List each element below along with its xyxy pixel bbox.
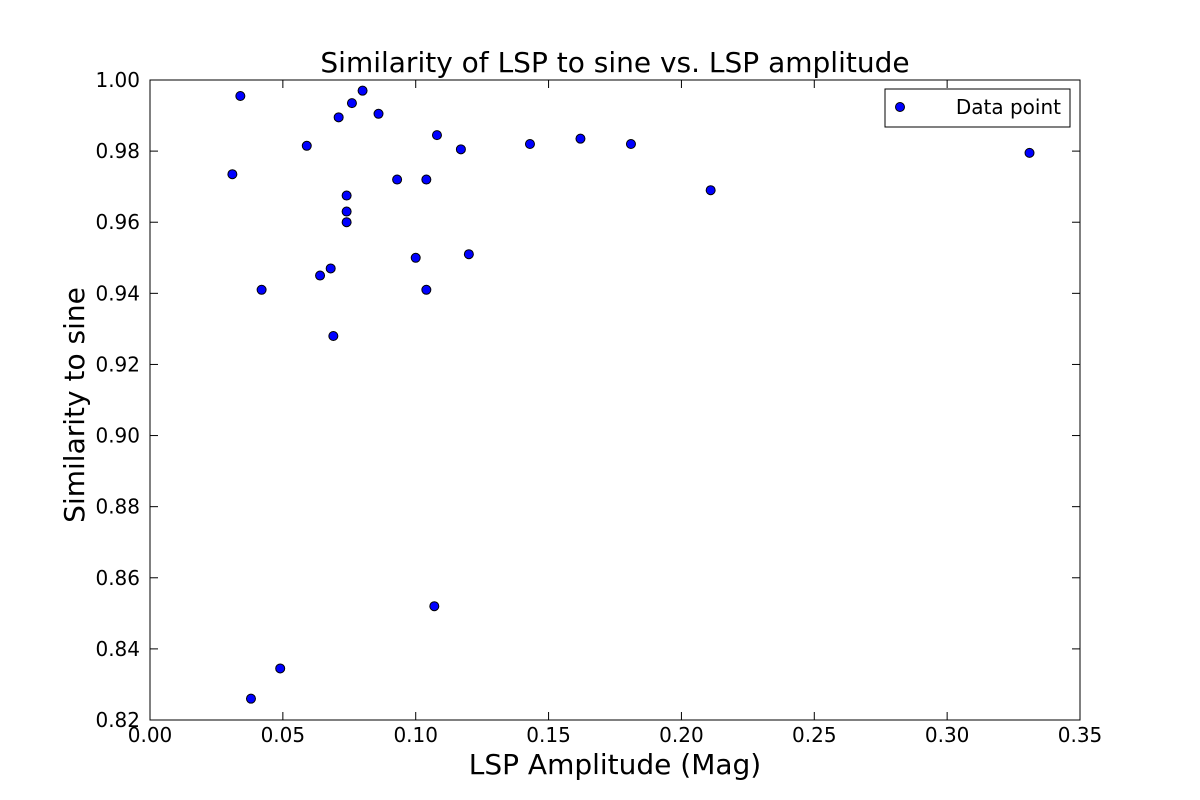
x-tick-label: 0.35	[1058, 723, 1103, 747]
data-point	[392, 174, 403, 185]
legend-label: Data point	[956, 95, 1061, 119]
data-point	[227, 169, 238, 180]
y-tick-label: 0.94	[95, 281, 140, 305]
y-tick-label: 1.00	[95, 68, 140, 92]
data-point	[421, 284, 432, 295]
y-tick-label: 0.88	[95, 495, 140, 519]
data-point	[333, 112, 344, 123]
legend: Data point	[884, 88, 1071, 128]
data-point	[429, 601, 440, 612]
y-axis-ticks: 0.82 0.84 0.86 0.88 0.90 0.92 0.94 0.96 0.98 1.00	[95, 68, 1080, 732]
data-point	[463, 249, 474, 260]
data-point	[1024, 147, 1035, 158]
y-tick-label: 0.82	[95, 708, 140, 732]
y-tick-label: 0.98	[95, 139, 140, 163]
y-tick-label: 0.90	[95, 424, 140, 448]
data-point	[410, 252, 421, 263]
data-point	[625, 139, 636, 149]
y-tick-label: 0.84	[95, 637, 140, 661]
data-point	[575, 133, 586, 144]
data-point	[341, 190, 352, 201]
chart-title: Similarity of LSP to sine vs. LSP amplit…	[320, 46, 909, 79]
x-tick-label: 0.10	[393, 723, 438, 747]
x-tick-label: 0.25	[792, 723, 837, 747]
legend-marker	[895, 102, 905, 112]
x-axis-title: LSP Amplitude (Mag)	[469, 748, 761, 781]
data-point	[235, 91, 246, 101]
data-point	[524, 139, 535, 149]
x-axis-ticks: 0.00 0.05 0.10 0.15 0.20 0.25 0.30 0.35	[128, 80, 1103, 747]
x-tick-label: 0.30	[925, 723, 970, 747]
data-point	[301, 140, 312, 151]
data-point	[341, 206, 352, 217]
x-tick-label: 0.05	[261, 723, 306, 747]
data-point	[421, 174, 432, 185]
data-point	[275, 663, 286, 674]
plot-area-frame	[149, 79, 1081, 721]
y-axis-title: Similarity to sine	[58, 287, 91, 523]
data-point	[245, 693, 256, 704]
data-point	[328, 331, 339, 341]
data-point	[341, 217, 352, 228]
x-tick-label: 0.00	[128, 723, 173, 747]
data-point	[256, 284, 267, 295]
y-tick-label: 0.92	[95, 352, 140, 376]
data-points	[227, 85, 1035, 704]
data-point	[346, 98, 357, 109]
legend-box	[884, 88, 1071, 128]
data-point	[315, 270, 326, 281]
data-point	[455, 144, 466, 155]
x-tick-label: 0.20	[659, 723, 704, 747]
data-point	[325, 263, 336, 274]
data-point	[431, 130, 442, 141]
data-point	[357, 85, 368, 96]
x-tick-label: 0.15	[526, 723, 571, 747]
data-point	[705, 185, 716, 196]
data-point	[373, 108, 384, 119]
y-tick-label: 0.86	[95, 566, 140, 590]
y-tick-label: 0.96	[95, 210, 140, 234]
